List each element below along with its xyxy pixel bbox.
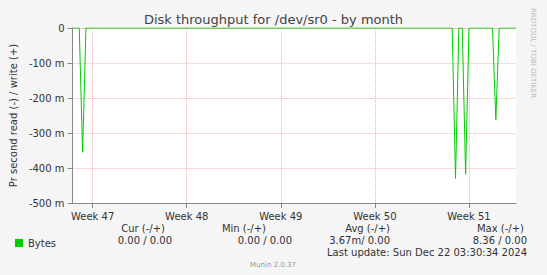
svg-text:0.00 / 0.00: 0.00 / 0.00: [238, 235, 292, 246]
svg-text:Cur (-/+): Cur (-/+): [121, 223, 165, 234]
svg-text:Week 47: Week 47: [71, 211, 114, 222]
svg-text:Bytes: Bytes: [28, 238, 56, 249]
svg-text:Max (-/+): Max (-/+): [477, 223, 524, 234]
svg-text:-200 m: -200 m: [29, 93, 65, 104]
svg-text:Week 48: Week 48: [165, 211, 208, 222]
svg-text:-300 m: -300 m: [29, 128, 65, 139]
svg-text:0: 0: [58, 23, 64, 34]
svg-text:Week 49: Week 49: [259, 211, 302, 222]
svg-text:Week 51: Week 51: [447, 211, 490, 222]
svg-text:0.00 / 0.00: 0.00 / 0.00: [118, 235, 172, 246]
svg-text:-400 m: -400 m: [29, 163, 65, 174]
svg-text:Last update: Sun Dec 22 03:30:: Last update: Sun Dec 22 03:30:34 2024: [327, 247, 527, 258]
svg-text:Avg (-/+): Avg (-/+): [345, 223, 390, 234]
svg-text:Disk throughput for /dev/sr0 -: Disk throughput for /dev/sr0 - by month: [144, 12, 403, 27]
svg-text:Week 50: Week 50: [353, 211, 396, 222]
svg-text:-500 m: -500 m: [29, 198, 65, 209]
svg-text:RRDTOOL / TOBI OETIKER: RRDTOOL / TOBI OETIKER: [529, 8, 537, 98]
svg-text:Munin 2.0.37: Munin 2.0.37: [250, 261, 296, 269]
svg-text:8.36 / 0.00: 8.36 / 0.00: [473, 235, 527, 246]
svg-text:Min (-/+): Min (-/+): [222, 223, 266, 234]
svg-text:3.67m/ 0.00: 3.67m/ 0.00: [329, 235, 390, 246]
svg-text:Pr second read (-) / write (+): Pr second read (-) / write (+): [8, 44, 19, 187]
svg-text:-100 m: -100 m: [29, 58, 65, 69]
